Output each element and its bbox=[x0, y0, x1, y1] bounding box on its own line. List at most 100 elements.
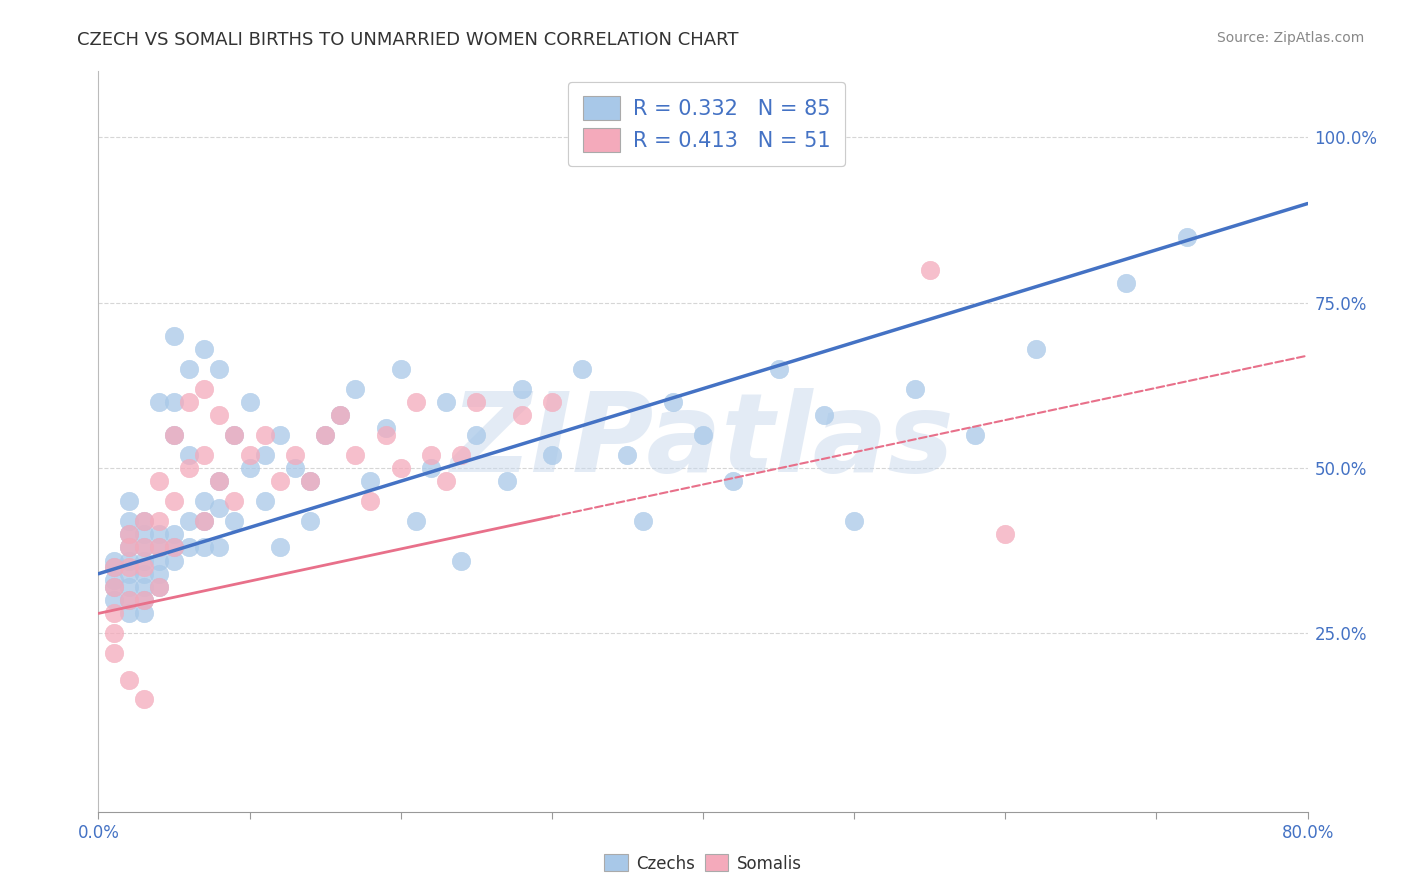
Point bbox=[208, 361, 231, 376]
Point bbox=[208, 500, 231, 515]
Point bbox=[118, 566, 141, 581]
Point bbox=[193, 448, 215, 462]
Point bbox=[208, 474, 231, 488]
Point bbox=[224, 514, 246, 528]
Point bbox=[224, 428, 246, 442]
Point bbox=[118, 527, 141, 541]
Point bbox=[193, 514, 215, 528]
Point bbox=[148, 553, 170, 567]
Point bbox=[118, 527, 141, 541]
Point bbox=[103, 574, 125, 588]
Point bbox=[239, 448, 262, 462]
Point bbox=[163, 553, 186, 567]
Point bbox=[405, 395, 427, 409]
Point bbox=[224, 428, 246, 442]
Point bbox=[163, 328, 186, 343]
Point bbox=[103, 553, 125, 567]
Point bbox=[103, 646, 125, 660]
Point bbox=[132, 553, 155, 567]
Point bbox=[360, 494, 382, 508]
Point bbox=[299, 514, 322, 528]
Point bbox=[163, 541, 186, 555]
Point bbox=[420, 461, 443, 475]
Point bbox=[450, 553, 472, 567]
Point bbox=[118, 580, 141, 594]
Point bbox=[269, 428, 291, 442]
Point bbox=[163, 541, 186, 555]
Point bbox=[193, 382, 215, 396]
Point bbox=[132, 593, 155, 607]
Point bbox=[495, 474, 517, 488]
Point bbox=[405, 514, 427, 528]
Point bbox=[284, 448, 307, 462]
Point bbox=[118, 673, 141, 687]
Point bbox=[148, 566, 170, 581]
Point bbox=[1024, 342, 1046, 356]
Point bbox=[103, 560, 125, 574]
Point bbox=[132, 560, 155, 574]
Point bbox=[344, 382, 367, 396]
Point bbox=[253, 428, 276, 442]
Point bbox=[118, 553, 141, 567]
Point bbox=[148, 474, 170, 488]
Point bbox=[179, 514, 201, 528]
Point bbox=[132, 566, 155, 581]
Point bbox=[193, 342, 215, 356]
Point bbox=[103, 580, 125, 594]
Point bbox=[450, 448, 472, 462]
Point bbox=[148, 541, 170, 555]
Point bbox=[148, 514, 170, 528]
Point bbox=[132, 580, 155, 594]
Point bbox=[299, 474, 322, 488]
Point bbox=[118, 494, 141, 508]
Point bbox=[269, 474, 291, 488]
Point bbox=[132, 593, 155, 607]
Point bbox=[103, 560, 125, 574]
Point bbox=[132, 527, 155, 541]
Point bbox=[374, 421, 396, 435]
Point bbox=[179, 448, 201, 462]
Point bbox=[103, 593, 125, 607]
Point bbox=[118, 541, 141, 555]
Point bbox=[132, 514, 155, 528]
Point bbox=[631, 514, 654, 528]
Point bbox=[360, 474, 382, 488]
Point bbox=[768, 361, 790, 376]
Point bbox=[329, 408, 352, 422]
Point bbox=[208, 541, 231, 555]
Point bbox=[118, 607, 141, 621]
Point bbox=[118, 560, 141, 574]
Point bbox=[163, 527, 186, 541]
Point bbox=[224, 494, 246, 508]
Point bbox=[374, 428, 396, 442]
Point bbox=[148, 580, 170, 594]
Point bbox=[1175, 229, 1198, 244]
Text: Source: ZipAtlas.com: Source: ZipAtlas.com bbox=[1216, 31, 1364, 45]
Point bbox=[179, 395, 201, 409]
Point bbox=[571, 361, 593, 376]
Point bbox=[163, 428, 186, 442]
Point bbox=[208, 408, 231, 422]
Point bbox=[193, 541, 215, 555]
Point bbox=[692, 428, 714, 442]
Point bbox=[389, 361, 412, 376]
Point bbox=[420, 448, 443, 462]
Point bbox=[118, 593, 141, 607]
Point bbox=[1115, 276, 1137, 290]
Point bbox=[193, 494, 215, 508]
Point bbox=[616, 448, 638, 462]
Point bbox=[148, 527, 170, 541]
Point bbox=[118, 514, 141, 528]
Point bbox=[132, 692, 155, 706]
Point bbox=[103, 607, 125, 621]
Point bbox=[465, 428, 488, 442]
Point bbox=[904, 382, 927, 396]
Point bbox=[329, 408, 352, 422]
Point bbox=[918, 262, 941, 277]
Point bbox=[132, 514, 155, 528]
Point bbox=[813, 408, 835, 422]
Point bbox=[965, 428, 987, 442]
Point bbox=[540, 448, 562, 462]
Point bbox=[118, 541, 141, 555]
Point bbox=[239, 395, 262, 409]
